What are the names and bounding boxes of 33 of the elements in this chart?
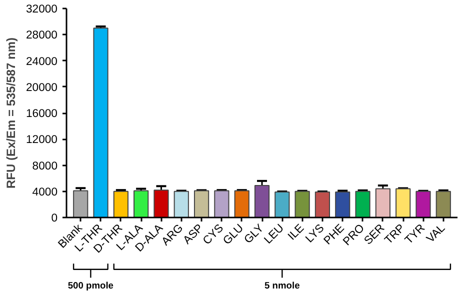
bar — [274, 192, 290, 218]
bar — [214, 190, 230, 218]
bar — [314, 192, 330, 218]
bar — [254, 184, 270, 218]
bar — [234, 190, 250, 218]
bar — [355, 190, 370, 218]
bar — [134, 190, 149, 218]
y-tick-label: 28000 — [26, 30, 58, 42]
y-axis-title: RFU (Ex/Em = 535/587 nm) — [4, 37, 18, 189]
bar — [436, 190, 451, 218]
y-tick-label: 32000 — [26, 4, 58, 16]
bar — [294, 190, 310, 218]
bar — [113, 190, 128, 218]
y-tick-label: 16000 — [26, 108, 58, 120]
bar — [154, 190, 169, 218]
y-tick-label: 20000 — [26, 82, 58, 94]
x-tick-label: VAL — [424, 222, 448, 246]
bar — [335, 192, 350, 218]
y-tick-label: 4000 — [32, 186, 58, 198]
bar — [93, 28, 108, 218]
y-tick-label: 8000 — [32, 160, 58, 172]
bar — [416, 190, 431, 218]
y-tick-label: 12000 — [26, 134, 58, 146]
y-tick-label: 24000 — [26, 56, 58, 68]
bar — [73, 190, 88, 218]
text: 5 nmole — [264, 280, 300, 291]
bar — [174, 190, 189, 218]
text: 500 pmole — [68, 280, 114, 291]
bar — [396, 188, 411, 218]
bar — [194, 190, 210, 218]
y-tick-label: 0 — [51, 212, 58, 224]
bar — [375, 188, 390, 218]
x-tick-label: TYR — [402, 222, 428, 247]
